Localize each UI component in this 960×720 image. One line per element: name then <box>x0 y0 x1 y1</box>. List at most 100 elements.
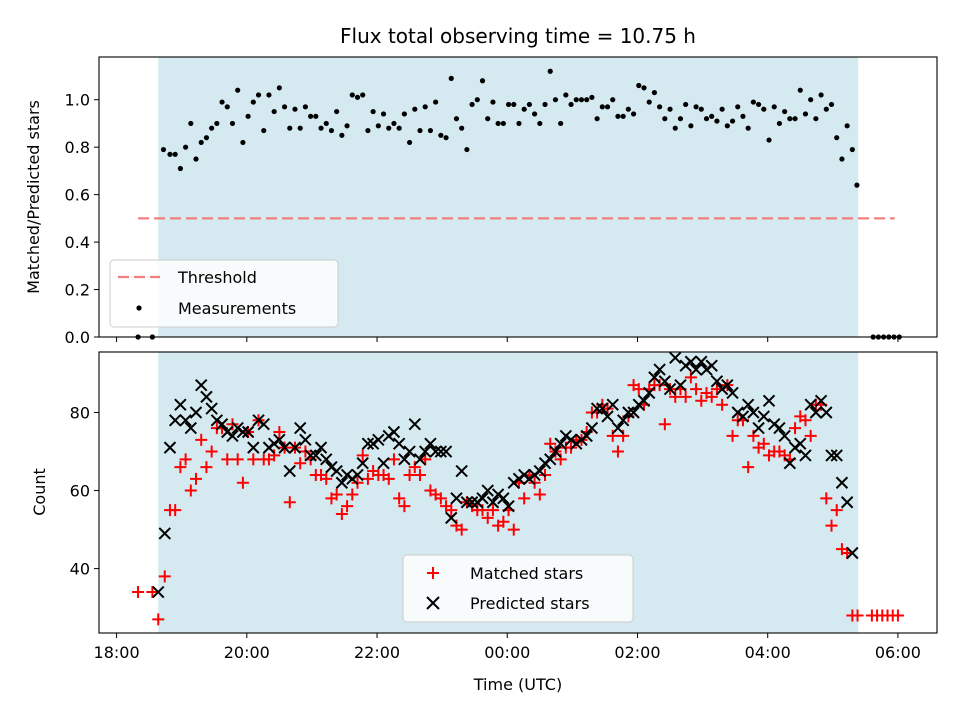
measurement-point <box>401 111 407 117</box>
predicted-star-point <box>674 378 687 392</box>
measurement-point <box>547 68 553 74</box>
x-tick-label: 18:00 <box>94 643 140 662</box>
measurement-point <box>302 104 309 110</box>
measurement-point <box>750 99 756 105</box>
y-tick-label: 0.0 <box>65 328 90 347</box>
y-tick-label: 80 <box>70 403 90 422</box>
top-legend-box <box>109 259 339 328</box>
measurement-point <box>604 104 611 110</box>
predicted-star-point <box>835 476 849 489</box>
predicted-star-point <box>439 445 453 458</box>
x-tick-label: 06:00 <box>875 643 921 662</box>
predicted-star-point <box>669 351 682 365</box>
measurement-point <box>823 106 829 112</box>
predicted-star-point <box>601 410 614 423</box>
measurement-point <box>417 127 423 134</box>
predicted-star-point <box>663 382 677 396</box>
top-x-ticks <box>116 337 899 342</box>
measurement-point <box>542 101 548 108</box>
matched-star-point <box>799 414 812 427</box>
predicted-star-point <box>616 414 630 427</box>
matched-star-point <box>434 492 447 505</box>
measurement-point <box>287 125 293 131</box>
measurement-point <box>641 85 647 91</box>
predicted-star-point <box>179 414 192 427</box>
measurement-point <box>281 104 288 110</box>
legend-measurements-label: Measurements <box>178 299 296 318</box>
measurement-point <box>615 113 621 119</box>
matched-star-point <box>158 570 171 583</box>
measurement-point <box>724 123 730 129</box>
measurement-point <box>693 104 699 110</box>
y-tick-label: 0.2 <box>65 281 90 300</box>
measurement-point <box>464 146 470 153</box>
matched-star-point <box>695 394 708 407</box>
matched-star-point <box>486 504 499 517</box>
matched-star-point <box>341 500 354 513</box>
predicted-star-point <box>825 449 838 462</box>
predicted-star-point <box>653 363 666 376</box>
measurement-point <box>240 139 246 146</box>
matched-star-point <box>221 453 234 466</box>
predicted-star-point <box>158 527 171 540</box>
predicted-star-point <box>809 406 823 419</box>
measurement-point <box>177 165 183 172</box>
y-tick-label: 0.4 <box>65 233 90 252</box>
measurement-point <box>172 151 178 157</box>
predicted-star-point <box>288 441 302 454</box>
measurement-point <box>495 120 501 127</box>
bottom-legend: Matched stars Predicted stars <box>402 554 634 623</box>
predicted-star-point <box>314 441 328 454</box>
measurement-point <box>610 97 616 103</box>
matched-star-point <box>356 449 369 462</box>
predicted-star-point <box>215 417 229 431</box>
measurement-point <box>818 92 824 98</box>
predicted-star-point <box>846 546 859 560</box>
predicted-star-point <box>830 449 843 462</box>
y-tick-label: 60 <box>70 482 90 501</box>
measurement-point <box>552 97 559 103</box>
predicted-star-point <box>419 445 432 458</box>
x-axis-label: Time (UTC) <box>473 675 562 694</box>
matched-star-point <box>283 496 296 509</box>
predicted-star-point <box>241 425 255 439</box>
matched-star-point <box>507 523 520 536</box>
measurement-point <box>537 120 543 127</box>
measurement-point <box>558 120 564 127</box>
measurement-point <box>453 116 460 122</box>
matched-star-point <box>757 437 770 450</box>
predicted-star-point <box>762 394 776 407</box>
predicted-star-point <box>637 394 651 407</box>
measurement-point <box>160 146 167 153</box>
measurement-point <box>792 116 798 122</box>
predicted-star-point <box>799 449 812 462</box>
measurement-point <box>214 120 220 127</box>
measurement-point <box>386 125 392 131</box>
measurement-point <box>354 94 361 100</box>
predicted-star-point <box>236 425 250 439</box>
matched-star-point <box>445 504 458 517</box>
matched-star-point <box>132 586 145 599</box>
legend-threshold-label: Threshold <box>177 268 257 287</box>
matched-star-point <box>236 476 249 489</box>
measurement-point <box>782 108 788 115</box>
measurement-point <box>427 127 434 134</box>
predicted-star-point <box>195 378 208 392</box>
matched-star-point <box>169 504 182 517</box>
measurement-point <box>469 101 475 108</box>
measurement-point <box>526 101 532 108</box>
measurement-point <box>422 104 428 110</box>
bottom-panel-frame <box>98 351 938 634</box>
measurement-point <box>485 116 491 122</box>
matched-star-point <box>632 383 645 396</box>
measurement-point <box>318 125 324 131</box>
predicted-star-point <box>413 453 427 466</box>
matched-star-point <box>146 586 159 599</box>
measurement-point <box>224 104 230 110</box>
measurement-point <box>755 101 762 108</box>
predicted-star-point <box>710 375 724 388</box>
matched-star-point <box>179 453 192 466</box>
matched-star-point <box>152 613 165 626</box>
matched-star-point <box>518 492 531 505</box>
matched-star-point <box>611 445 624 458</box>
